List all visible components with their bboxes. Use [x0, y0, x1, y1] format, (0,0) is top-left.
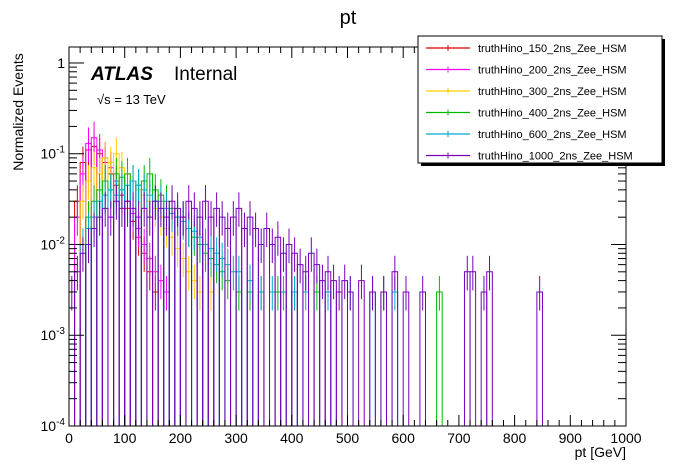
internal-label: Internal	[174, 64, 237, 85]
x-tick-label: 300	[224, 430, 248, 446]
legend-box	[417, 35, 663, 164]
y-tick-label: 1	[57, 55, 65, 71]
atlas-label: ATLAS	[90, 64, 153, 85]
y-tick-label: 10-3	[41, 326, 66, 343]
x-tick-label: 500	[336, 430, 360, 446]
legend-entry: truthHino_200_2ns_Zee_HSM	[426, 65, 627, 77]
legend-label: truthHino_200_2ns_Zee_HSM	[478, 65, 627, 77]
legend-label: truthHino_400_2ns_Zee_HSM	[478, 108, 627, 120]
legend-items: truthHino_150_2ns_Zee_HSM truthHino_200_2…	[426, 43, 633, 163]
x-tick-label: 400	[280, 430, 304, 446]
x-tick-label: 200	[169, 430, 193, 446]
legend-entry: truthHino_150_2ns_Zee_HSM	[426, 43, 627, 55]
series-layer	[68, 121, 543, 426]
x-tick-label: 700	[447, 430, 471, 446]
y-tick-label: 10-1	[41, 145, 66, 162]
x-tick-label: 800	[503, 430, 527, 446]
x-tick-label: 0	[65, 430, 73, 446]
y-tick-label: 10-4	[41, 417, 66, 434]
chart-title: pt	[340, 7, 357, 29]
legend-entry: truthHino_600_2ns_Zee_HSM	[426, 129, 627, 141]
legend-label: truthHino_300_2ns_Zee_HSM	[478, 86, 627, 98]
y-tick-label: 10-2	[41, 235, 66, 252]
legend-entry: truthHino_400_2ns_Zee_HSM	[426, 108, 627, 120]
x-axis-label: pt [GeV]	[575, 444, 626, 460]
legend-entry: truthHino_1000_2ns_Zee_HSM	[426, 151, 633, 163]
series-5	[68, 185, 543, 426]
x-tick-label: 600	[392, 430, 416, 446]
legend-label: truthHino_1000_2ns_Zee_HSM	[478, 151, 633, 163]
legend-label: truthHino_600_2ns_Zee_HSM	[478, 129, 627, 141]
legend-entry: truthHino_300_2ns_Zee_HSM	[426, 86, 627, 98]
legend: truthHino_150_2ns_Zee_HSM truthHino_200_2…	[417, 35, 665, 166]
x-tick-label: 100	[113, 430, 137, 446]
x-tick-label: 1000	[610, 430, 641, 446]
y-axis-label: Normalized Events	[10, 53, 26, 171]
legend-label: truthHino_150_2ns_Zee_HSM	[478, 43, 627, 55]
energy-label: √s = 13 TeV	[97, 92, 166, 107]
x-tick-label: 900	[559, 430, 583, 446]
